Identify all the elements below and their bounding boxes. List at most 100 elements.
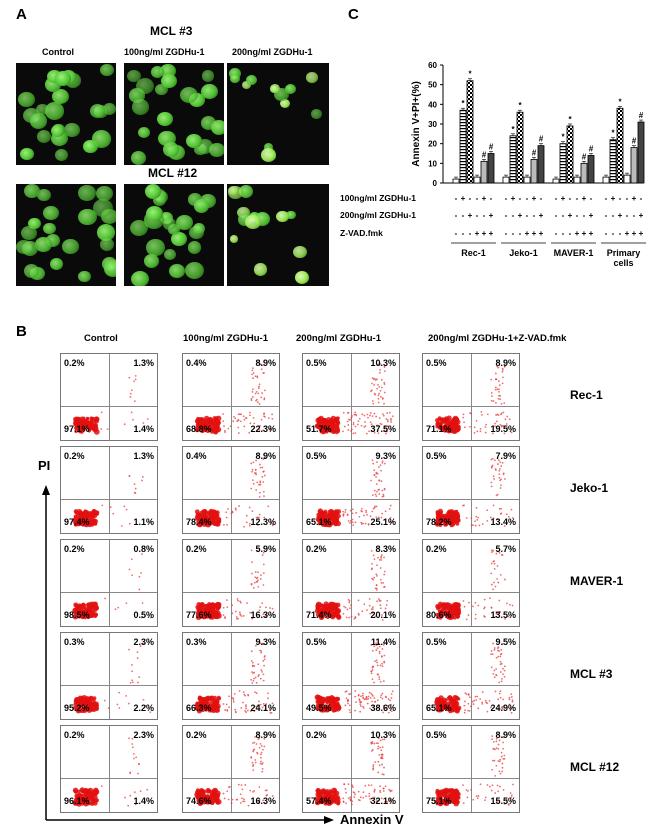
treatment-mark: +	[632, 229, 637, 238]
quadrant-value: 0.2%	[426, 544, 447, 554]
flow-row-label: MCL #3	[570, 667, 613, 681]
quadrant-value: 65.1%	[426, 703, 452, 713]
group-label: cells	[613, 258, 633, 268]
cell	[145, 184, 162, 199]
cell	[52, 88, 69, 104]
cell	[55, 149, 69, 161]
cell	[292, 245, 307, 259]
quadrant-value: 37.5%	[370, 424, 396, 434]
scatter-dots	[194, 736, 274, 807]
treatment-mark: +	[511, 194, 516, 203]
cell	[241, 81, 252, 90]
flow-plot: 0.2% 10.3% 57.4% 32.1%	[302, 725, 400, 813]
treatment-mark: -	[526, 194, 529, 203]
micrograph-mcl3-100ng	[124, 63, 224, 165]
bar-0-4	[480, 160, 488, 184]
cell	[29, 113, 48, 130]
annotation-mark: *	[468, 70, 472, 79]
bar-2-0	[552, 178, 560, 184]
cell	[89, 103, 106, 118]
flow-plot: 0.5% 8.9% 71.1% 19.5%	[422, 353, 520, 441]
quadrant-value: 49.5%	[306, 703, 332, 713]
gate-horizontal	[61, 685, 157, 686]
treatment-mark: -	[505, 229, 508, 238]
group-label: Jeko-1	[509, 248, 538, 258]
treatment-mark: +	[489, 229, 494, 238]
treatment-row-label: 200ng/ml ZGDHu-1	[340, 210, 416, 220]
flow-plot: 0.5% 7.9% 78.2% 13.4%	[422, 446, 520, 534]
scatter-dots	[314, 642, 394, 714]
quadrant-value: 9.5%	[495, 637, 516, 647]
treatment-mark: -	[590, 194, 593, 203]
treatment-mark: +	[561, 194, 566, 203]
treatment-mark: -	[576, 211, 579, 220]
cell	[163, 249, 176, 261]
bar-1-2	[516, 111, 524, 184]
quadrant-value: 51.7%	[306, 424, 332, 434]
quadrant-value: 0.2%	[64, 358, 85, 368]
treatment-mark: +	[532, 194, 537, 203]
quadrant-value: 13.5%	[490, 610, 516, 620]
quadrant-value: 0.8%	[133, 544, 154, 554]
quadrant-value: 0.2%	[306, 730, 327, 740]
quadrant-value: 5.7%	[495, 544, 516, 554]
bar-2-3	[573, 176, 581, 184]
bar-3-3	[623, 174, 631, 184]
panel-a-title-top: MCL #3	[150, 24, 193, 38]
gate-vertical	[351, 447, 352, 533]
flow-plot: 0.2% 8.9% 74.6% 16.3%	[182, 725, 280, 813]
scatter-dots	[72, 642, 152, 714]
gate-horizontal	[183, 499, 279, 500]
cell	[170, 231, 187, 246]
cell	[245, 75, 257, 86]
quadrant-value: 20.1%	[370, 610, 396, 620]
annotation-mark: #	[582, 152, 587, 161]
quadrant-value: 1.3%	[133, 358, 154, 368]
treatment-mark: +	[575, 229, 580, 238]
flow-plot: 0.5% 10.3% 51.7% 37.5%	[302, 353, 400, 441]
y-tick-label: 0	[433, 179, 438, 188]
scatter-dots	[72, 737, 149, 807]
cell	[34, 236, 52, 252]
gate-vertical	[231, 447, 232, 533]
quadrant-value: 24.1%	[250, 703, 276, 713]
bar-0-2	[466, 80, 474, 184]
quadrant-value: 19.5%	[490, 424, 516, 434]
treatment-mark: -	[540, 194, 543, 203]
gate-vertical	[351, 633, 352, 719]
cell	[211, 120, 224, 135]
treatment-mark: -	[562, 229, 565, 238]
treatment-mark: -	[512, 229, 515, 238]
cell	[136, 77, 155, 95]
gate-vertical	[109, 726, 110, 812]
group-label: Rec-1	[461, 248, 486, 258]
quadrant-value: 0.2%	[64, 544, 85, 554]
cell	[146, 239, 165, 256]
scatter-dots	[315, 459, 394, 528]
cell	[228, 186, 239, 196]
annotation-mark: *	[461, 99, 465, 108]
quadrant-value: 2.2%	[133, 703, 154, 713]
annotation-mark: #	[489, 143, 494, 152]
cell	[23, 263, 40, 278]
gate-horizontal	[303, 499, 399, 500]
y-tick-label: 20	[428, 140, 437, 149]
bar-2-5	[587, 155, 595, 184]
cell	[103, 260, 116, 278]
cell	[161, 73, 178, 89]
cell	[238, 185, 254, 199]
cell	[35, 103, 49, 116]
quadrant-value: 78.4%	[186, 517, 212, 527]
flow-col-header: 200ng/ml ZGDHu-1	[296, 333, 381, 344]
treatment-mark: -	[612, 229, 615, 238]
cell	[201, 70, 215, 82]
cell	[127, 70, 141, 83]
gate-horizontal	[61, 592, 157, 593]
cell	[20, 225, 37, 241]
treatment-mark: -	[633, 211, 636, 220]
gate-horizontal	[423, 499, 519, 500]
cell	[294, 271, 309, 284]
quadrant-value: 7.9%	[495, 451, 516, 461]
micrograph-mcl12-200ng	[227, 184, 329, 286]
bar-1-0	[502, 176, 510, 184]
